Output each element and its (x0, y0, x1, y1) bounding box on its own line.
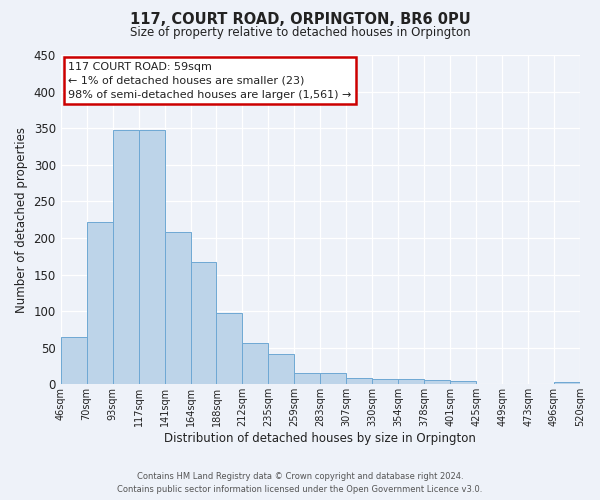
Bar (191, 262, 217, 384)
Bar (61, 336, 86, 384)
Bar (113, 130, 139, 384)
Bar (139, 130, 164, 384)
Bar (398, 379, 424, 384)
Bar (372, 379, 398, 384)
Bar (86, 222, 113, 384)
Bar (450, 380, 476, 384)
Bar (295, 374, 320, 384)
Text: Contains HM Land Registry data © Crown copyright and database right 2024.
Contai: Contains HM Land Registry data © Crown c… (118, 472, 482, 494)
Text: Size of property relative to detached houses in Orpington: Size of property relative to detached ho… (130, 26, 470, 39)
Bar (164, 232, 191, 384)
Bar (346, 378, 372, 384)
Bar (320, 374, 346, 384)
Bar (242, 342, 268, 384)
X-axis label: Distribution of detached houses by size in Orpington: Distribution of detached houses by size … (164, 432, 476, 445)
Text: 117, COURT ROAD, ORPINGTON, BR6 0PU: 117, COURT ROAD, ORPINGTON, BR6 0PU (130, 12, 470, 28)
Bar (217, 314, 242, 384)
Y-axis label: Number of detached properties: Number of detached properties (15, 126, 28, 312)
Bar (554, 382, 580, 384)
Text: 117 COURT ROAD: 59sqm
← 1% of detached houses are smaller (23)
98% of semi-detac: 117 COURT ROAD: 59sqm ← 1% of detached h… (68, 62, 352, 100)
Bar (268, 354, 295, 384)
Bar (424, 380, 450, 384)
